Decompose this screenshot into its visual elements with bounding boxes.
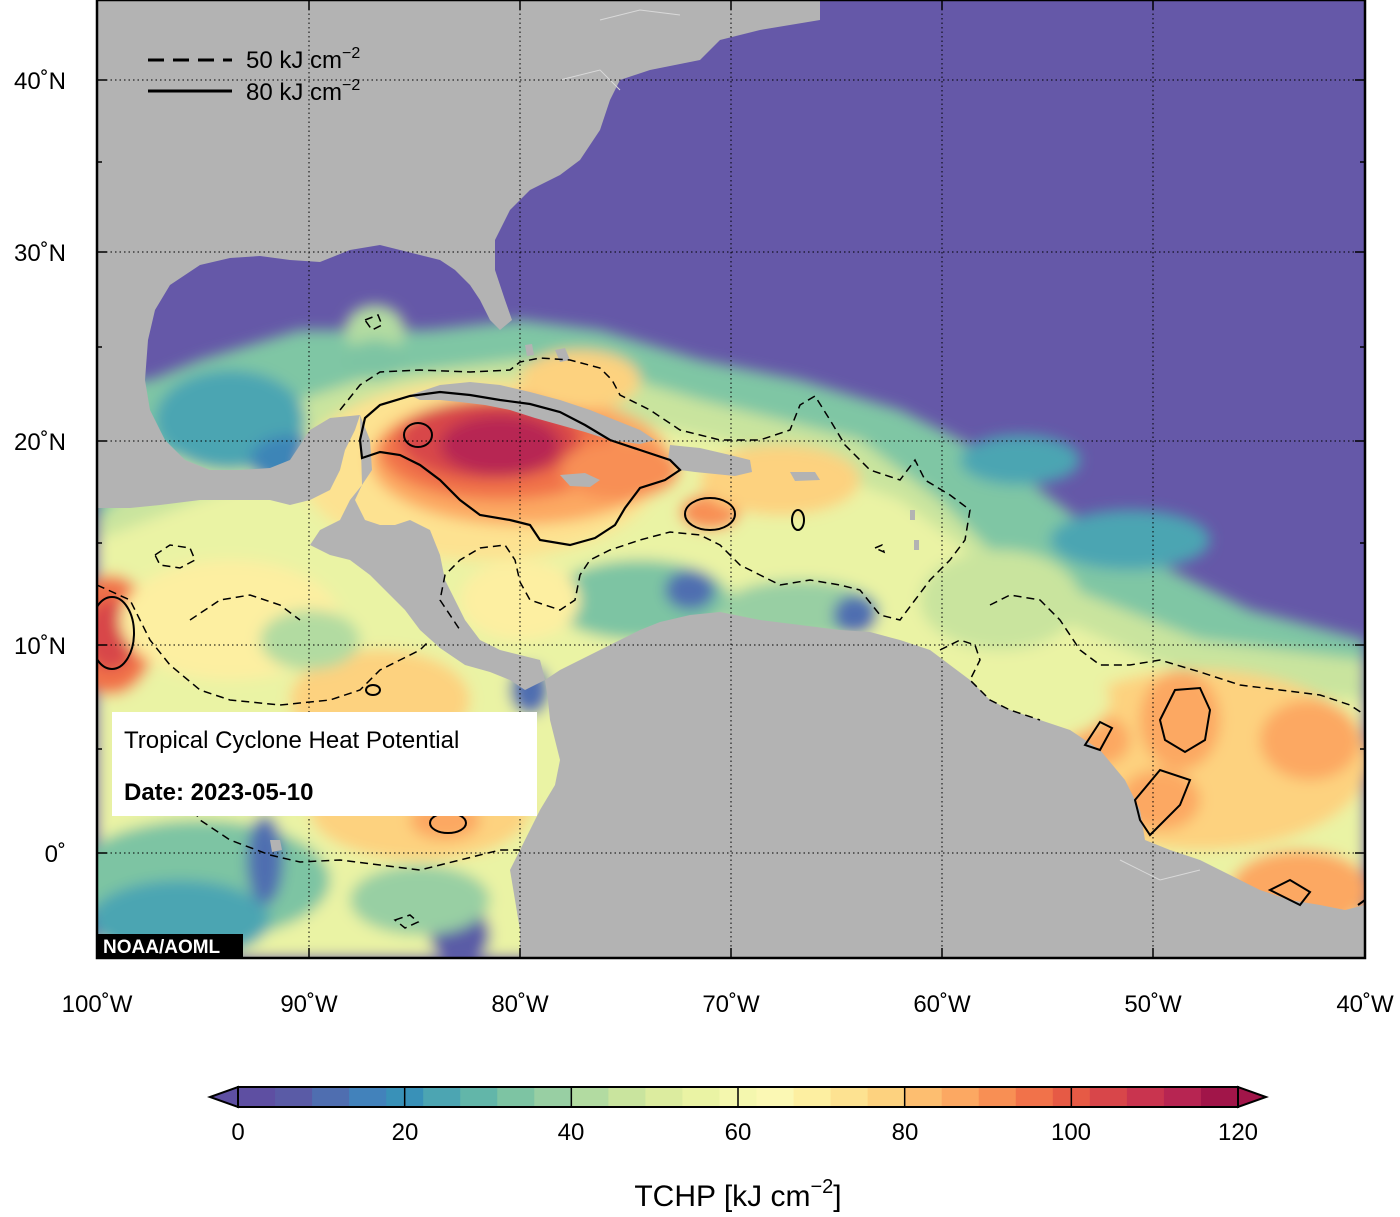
lat-label: 30˚N <box>14 240 66 267</box>
info-box: Tropical Cyclone Heat Potential Date: 20… <box>112 712 537 816</box>
lon-label: 70˚W <box>702 991 760 1018</box>
contours <box>97 314 1365 929</box>
contour-50-atl <box>989 594 1365 716</box>
colorbar-tick: 80 <box>892 1119 919 1146</box>
lon-label: 60˚W <box>913 991 971 1018</box>
colorbar-tick: 20 <box>392 1119 419 1146</box>
contour-80-spot3 <box>791 509 805 531</box>
colorbar-segment <box>349 1087 387 1107</box>
colorbar-segment <box>682 1087 721 1107</box>
contour-50-atl2 <box>939 639 1041 721</box>
contour-80-spot4 <box>365 684 381 696</box>
lat-label: 10˚N <box>14 633 66 660</box>
colorbar-max-arrow <box>1237 1085 1269 1109</box>
colorbar-segment <box>275 1087 313 1107</box>
contour-80-spot1 <box>403 422 433 448</box>
lon-label: 100˚W <box>62 991 133 1018</box>
colorbar-segment <box>238 1087 276 1107</box>
contour-50-caribbean <box>339 357 971 631</box>
lat-label: 20˚N <box>14 429 66 456</box>
colorbar-segment <box>830 1087 869 1107</box>
lat-labels: 40˚N 30˚N 20˚N 10˚N 0˚ <box>14 68 66 868</box>
lon-label: 50˚W <box>1124 991 1182 1018</box>
colorbar-segment <box>645 1087 684 1107</box>
legend-dashed-label: 50 kJ cm−2 <box>246 45 360 74</box>
colorbar-segment <box>867 1087 906 1107</box>
colorbar-segment <box>1089 1087 1128 1107</box>
colorbar-segment <box>1163 1087 1202 1107</box>
map-area <box>97 0 1365 958</box>
contour-50-pacific-a <box>154 544 196 569</box>
contour-50-pacific-c <box>119 719 520 871</box>
colorbar-segment <box>608 1087 647 1107</box>
info-box-background <box>112 712 537 816</box>
colorbar-segment <box>460 1087 498 1107</box>
contour-80-pacific <box>97 596 135 670</box>
info-date: Date: 2023-05-10 <box>124 779 313 806</box>
colorbar-tick: 0 <box>231 1119 244 1146</box>
credit-badge: NOAA/AOML <box>98 934 243 958</box>
contour-50-gulf <box>363 314 383 331</box>
inland-lines <box>559 9 1201 881</box>
info-title: Tropical Cyclone Heat Potential <box>124 727 459 754</box>
contour-legend: 50 kJ cm−2 80 kJ cm−2 <box>148 45 360 106</box>
colorbar-segment <box>1200 1087 1239 1107</box>
map-ticks <box>97 0 1365 958</box>
contour-50-small <box>393 914 420 929</box>
contour-80-caribbean <box>358 390 682 547</box>
contour-80-atl4 <box>1267 878 1312 907</box>
colorbar-ticks: 0 20 40 60 80 100 120 <box>231 1119 1258 1146</box>
contour-80-atl1 <box>1158 686 1212 754</box>
lon-label: 80˚W <box>491 991 549 1018</box>
colorbar-segment <box>941 1087 980 1107</box>
lat-label: 40˚N <box>14 68 66 95</box>
colorbar <box>207 1085 1269 1109</box>
lat-label: 0˚ <box>45 841 66 868</box>
colorbar-segment <box>423 1087 461 1107</box>
colorbar-segment <box>1126 1087 1165 1107</box>
colorbar-label: TCHP [kJ cm−2] <box>634 1176 841 1213</box>
lon-label: 40˚W <box>1336 991 1394 1018</box>
colorbar-segment <box>571 1087 609 1107</box>
contour-50-pacific-d <box>189 594 301 621</box>
contour-50-pacific-b <box>97 584 431 706</box>
colorbar-segment <box>904 1087 943 1107</box>
lon-labels: 100˚W 90˚W 80˚W 70˚W 60˚W 50˚W 40˚W <box>62 991 1394 1018</box>
colorbar-segment <box>756 1087 795 1107</box>
colorbar-segment <box>1015 1087 1054 1107</box>
colorbar-tick: 100 <box>1051 1119 1091 1146</box>
colorbar-segment <box>978 1087 1017 1107</box>
colorbar-segment <box>793 1087 832 1107</box>
colorbar-segment <box>497 1087 535 1107</box>
contour-80-spot2 <box>684 497 736 531</box>
colorbar-tick: 40 <box>558 1119 585 1146</box>
colorbar-segment <box>534 1087 572 1107</box>
colorbar-segment <box>312 1087 350 1107</box>
legend-solid-label: 80 kJ cm−2 <box>246 77 360 106</box>
land <box>97 0 1365 958</box>
contour-80-atl2 <box>1083 720 1114 752</box>
contour-50-spot <box>873 543 886 554</box>
credit-text: NOAA/AOML <box>103 937 221 958</box>
contour-80-atl3 <box>1133 768 1192 837</box>
lon-label: 90˚W <box>280 991 338 1018</box>
colorbar-tick: 120 <box>1218 1119 1258 1146</box>
colorbar-min-arrow <box>207 1085 239 1109</box>
colorbar-tick: 60 <box>725 1119 752 1146</box>
